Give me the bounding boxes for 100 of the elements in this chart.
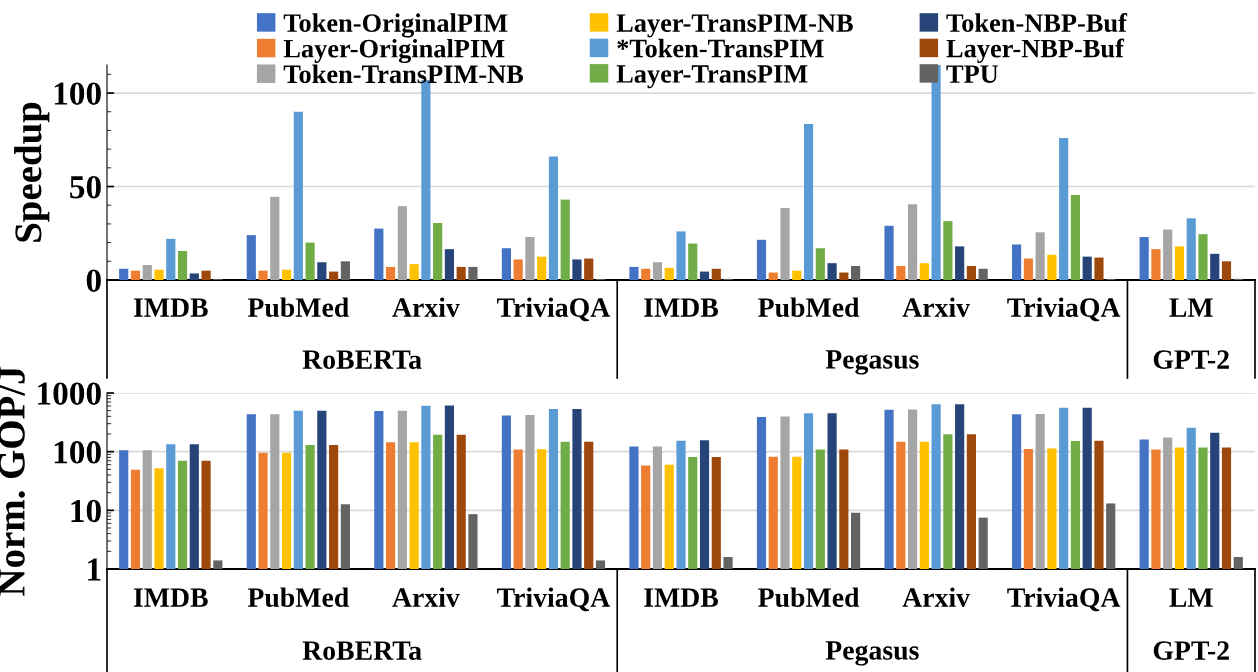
bar [827, 263, 837, 280]
bar [468, 266, 478, 280]
x-tick-label: PubMed [247, 587, 349, 608]
x-tick-label: PubMed [758, 297, 860, 318]
x-tick-label: IMDB [133, 298, 208, 317]
legend-label: Layer-OriginalPIM [283, 38, 505, 64]
bar [1163, 229, 1173, 280]
y-tick-label: 100 [54, 82, 101, 105]
bar [711, 268, 721, 280]
bar [130, 270, 141, 280]
x-tick-label: TriviaQA [1007, 297, 1121, 322]
bar [792, 270, 802, 280]
bar [955, 246, 965, 280]
bar [258, 270, 268, 280]
bar [688, 243, 698, 280]
legend-label: *Token-TransPIM [617, 38, 824, 58]
bar [1012, 244, 1022, 280]
x-tick-label: LM [1169, 298, 1213, 317]
bar [1151, 249, 1161, 280]
bar [1139, 237, 1149, 280]
text: RoBERTa [302, 350, 422, 369]
bar [652, 262, 663, 280]
y-tick-label: 0 [86, 269, 101, 292]
bar [780, 208, 790, 280]
bar [409, 264, 419, 280]
text: GPT-2 [1153, 641, 1229, 660]
bar [386, 266, 396, 280]
bar [919, 263, 929, 280]
bar [884, 225, 894, 280]
bar [329, 271, 339, 280]
bar [768, 272, 778, 280]
text: RoBERTa [302, 641, 422, 660]
bar [1221, 261, 1232, 280]
legend-label: Layer-TransPIM [616, 65, 808, 89]
bar [664, 267, 674, 280]
bar [444, 249, 454, 280]
bar [803, 123, 814, 280]
bar [142, 265, 152, 280]
bar [397, 206, 407, 280]
y-tick-label: 10 [71, 499, 101, 523]
bar [456, 266, 466, 280]
bar [189, 273, 199, 280]
y-tick-label: 1000 [38, 382, 101, 405]
x-tick-label: Arxiv [392, 587, 460, 607]
y-tick-label: 100 [54, 441, 101, 464]
bar [177, 251, 188, 280]
bar [340, 261, 350, 280]
x-tick-label: PubMed [758, 587, 860, 608]
bar [756, 239, 767, 280]
x-tick-label: TriviaQA [1007, 587, 1121, 612]
bar [1023, 258, 1033, 280]
text: Pegasus [825, 641, 919, 666]
bar [1070, 194, 1081, 280]
legend-label: TPU [946, 65, 999, 83]
bar [374, 228, 384, 280]
bar [978, 268, 988, 280]
bar [908, 204, 918, 280]
bar [1198, 234, 1208, 280]
bar [525, 237, 535, 280]
bar [584, 258, 594, 280]
bar [943, 221, 953, 280]
bar [537, 256, 547, 280]
bar [1210, 253, 1220, 280]
x-tick-label: IMDB [133, 588, 208, 607]
legend-label: Layer-NBP-Buf [946, 38, 1125, 63]
text: GPT-2 [1153, 350, 1229, 369]
bar [1035, 232, 1045, 280]
bar [1082, 256, 1092, 280]
bar [433, 222, 443, 280]
bar [1047, 254, 1057, 280]
legend-label: Token-NBP-Buf [946, 13, 1128, 32]
legend-label: Token-OriginalPIM [283, 13, 508, 38]
bar [305, 242, 315, 280]
y-tick-label: 1 [88, 558, 101, 581]
bar [270, 196, 280, 280]
bar [966, 265, 976, 280]
y-tick-label: 50 [70, 175, 101, 199]
bar [699, 271, 710, 280]
x-tick-label: IMDB [644, 588, 719, 607]
x-tick-label: TriviaQA [497, 297, 611, 322]
x-tick-label: Arxiv [392, 297, 460, 317]
x-tick-label: LM [1169, 588, 1213, 607]
bar [641, 268, 651, 280]
x-tick-label: IMDB [644, 298, 719, 317]
bar [166, 238, 176, 280]
bar [676, 231, 686, 280]
y-axis-title: Speedup [14, 102, 50, 242]
x-tick-label: Arxiv [902, 587, 971, 607]
bar [201, 270, 211, 280]
bar [815, 248, 825, 280]
bar [501, 248, 511, 280]
bar [1186, 218, 1196, 280]
bar [851, 265, 861, 280]
bar [560, 199, 570, 280]
x-tick-label: TriviaQA [497, 587, 611, 612]
bar [154, 269, 164, 280]
legend-label: Token-TransPIM-NB [283, 64, 524, 84]
bar [839, 272, 849, 280]
bar [119, 268, 129, 280]
bar [548, 156, 559, 280]
